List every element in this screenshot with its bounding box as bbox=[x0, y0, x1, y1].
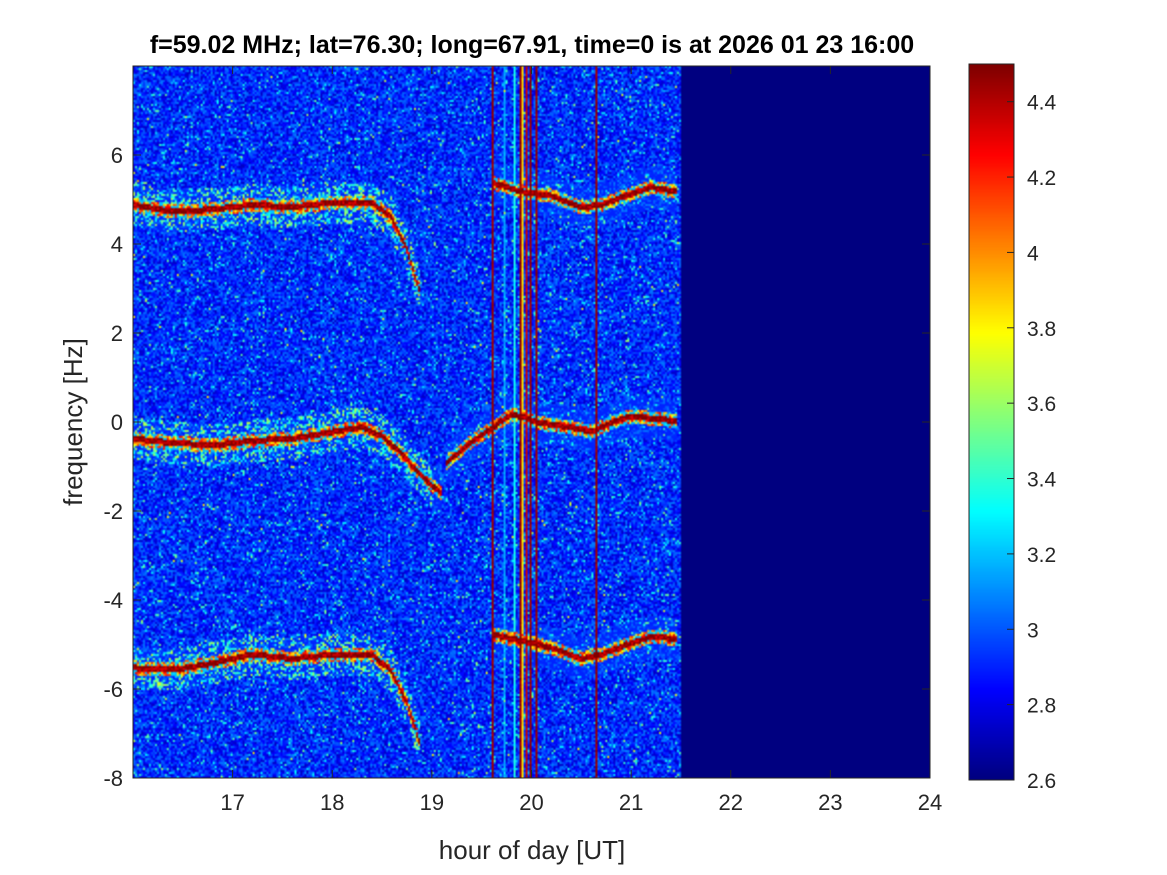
plot-area bbox=[132, 65, 931, 779]
y-tick-label: 2 bbox=[111, 321, 123, 346]
x-tick-label: 20 bbox=[519, 790, 543, 815]
colorbar: 2.6 2.8 3 3.2 3.4 3.6 3.8 4 4.2 4.4 bbox=[968, 63, 1057, 793]
colorbar-frame bbox=[968, 63, 1015, 781]
y-tick-label: -6 bbox=[103, 677, 123, 702]
y-axis: -8 -6 -4 -2 0 2 4 6 bbox=[103, 143, 930, 791]
x-tick-label: 22 bbox=[719, 790, 743, 815]
x-tick-label: 17 bbox=[220, 790, 244, 815]
y-tick-label: -8 bbox=[103, 766, 123, 791]
x-tick-label: 19 bbox=[420, 790, 444, 815]
colorbar-tick-label: 2.8 bbox=[1027, 695, 1056, 718]
colorbar-tick-label: 4 bbox=[1027, 242, 1039, 265]
x-tick-label: 23 bbox=[818, 790, 842, 815]
y-tick-label: 0 bbox=[111, 410, 123, 435]
y-axis-label: frequency [Hz] bbox=[58, 338, 88, 506]
colorbar-tick-label: 3.4 bbox=[1027, 469, 1057, 492]
chart-title: f=59.02 MHz; lat=76.30; long=67.91, time… bbox=[150, 31, 914, 59]
colorbar-gradient bbox=[969, 64, 1014, 780]
x-axis-label: hour of day [UT] bbox=[439, 835, 625, 865]
colorbar-tick-label: 3.6 bbox=[1027, 393, 1056, 416]
colorbar-ticks: 2.6 2.8 3 3.2 3.4 3.6 3.8 4 4.2 4.4 bbox=[1007, 92, 1057, 793]
colorbar-tick-label: 3.2 bbox=[1027, 544, 1056, 567]
colorbar-tick-label: 2.6 bbox=[1027, 770, 1056, 793]
x-axis: 17 18 19 20 21 22 23 24 bbox=[220, 66, 942, 815]
x-tick-label: 21 bbox=[619, 790, 643, 815]
spectrogram-heatmap bbox=[133, 66, 930, 778]
colorbar-tick-label: 4.2 bbox=[1027, 167, 1056, 190]
colorbar-tick-label: 4.4 bbox=[1027, 92, 1057, 115]
colorbar-tick-label: 3 bbox=[1027, 619, 1039, 642]
colorbar-tick-label: 3.8 bbox=[1027, 318, 1056, 341]
y-tick-label: 6 bbox=[111, 143, 123, 168]
x-tick-label: 24 bbox=[918, 790, 942, 815]
y-tick-label: -4 bbox=[103, 588, 123, 613]
x-tick-label: 18 bbox=[320, 790, 344, 815]
y-tick-label: 4 bbox=[111, 232, 123, 257]
y-tick-label: -2 bbox=[103, 499, 123, 524]
